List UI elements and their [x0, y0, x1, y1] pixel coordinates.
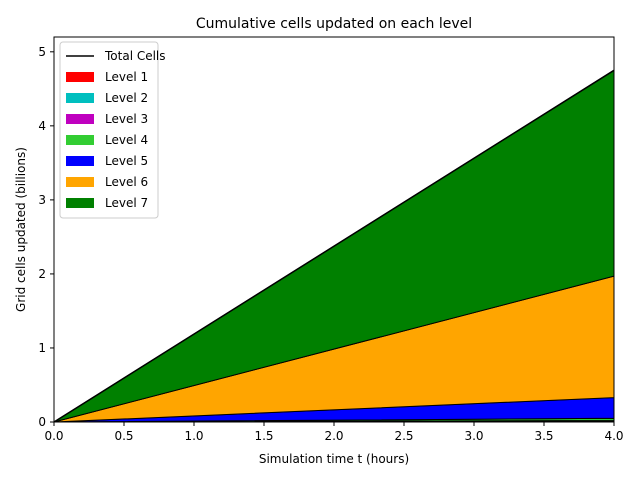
x-tick-label: 2.0 — [324, 429, 343, 443]
y-tick-label: 3 — [38, 193, 46, 207]
x-tick-label: 3.5 — [534, 429, 553, 443]
chart-title: Cumulative cells updated on each level — [196, 16, 472, 32]
x-axis-ticks: 0.0 0.5 1.0 1.5 2.0 2.5 3.0 3.5 4.0 — [44, 422, 624, 443]
legend-swatch-level-7 — [66, 198, 94, 208]
x-tick-label: 1.5 — [254, 429, 273, 443]
x-tick-label: 1.0 — [184, 429, 203, 443]
legend-swatch-level-6 — [66, 177, 94, 187]
x-tick-label: 4.0 — [604, 429, 623, 443]
y-tick-label: 5 — [38, 45, 46, 59]
legend-label-level-5: Level 5 — [105, 154, 148, 168]
x-tick-label: 0.5 — [114, 429, 133, 443]
y-tick-label: 4 — [38, 119, 46, 133]
legend-label-level-6: Level 6 — [105, 175, 148, 189]
y-tick-label: 1 — [38, 341, 46, 355]
legend-label-level-7: Level 7 — [105, 196, 148, 210]
legend-label-level-3: Level 3 — [105, 112, 148, 126]
legend-label-level-1: Level 1 — [105, 70, 148, 84]
legend-swatch-level-3 — [66, 114, 94, 124]
legend-label-level-2: Level 2 — [105, 91, 148, 105]
x-tick-label: 3.0 — [464, 429, 483, 443]
legend-swatch-level-1 — [66, 72, 94, 82]
x-tick-label: 2.5 — [394, 429, 413, 443]
legend-label-total-cells: Total Cells — [104, 49, 166, 63]
x-axis-label: Simulation time t (hours) — [259, 452, 409, 466]
legend-box — [59, 41, 159, 219]
y-axis-ticks: 0 1 2 3 4 5 — [38, 45, 54, 429]
legend-label-level-4: Level 4 — [105, 133, 148, 147]
total-cells-line-group — [53, 69, 615, 423]
legend-swatch-level-4 — [66, 135, 94, 145]
y-tick-label: 2 — [38, 267, 46, 281]
legend-swatch-level-5 — [66, 156, 94, 166]
legend: Total Cells Level 1 Level 2 Level 3 Level 4 L… — [59, 41, 166, 219]
legend-swatch-level-2 — [66, 93, 94, 103]
x-tick-label: 0.0 — [44, 429, 63, 443]
y-axis-label: Grid cells updated (billions) — [14, 147, 28, 312]
total-cells-line — [53, 69, 615, 423]
y-tick-label: 0 — [38, 415, 46, 429]
